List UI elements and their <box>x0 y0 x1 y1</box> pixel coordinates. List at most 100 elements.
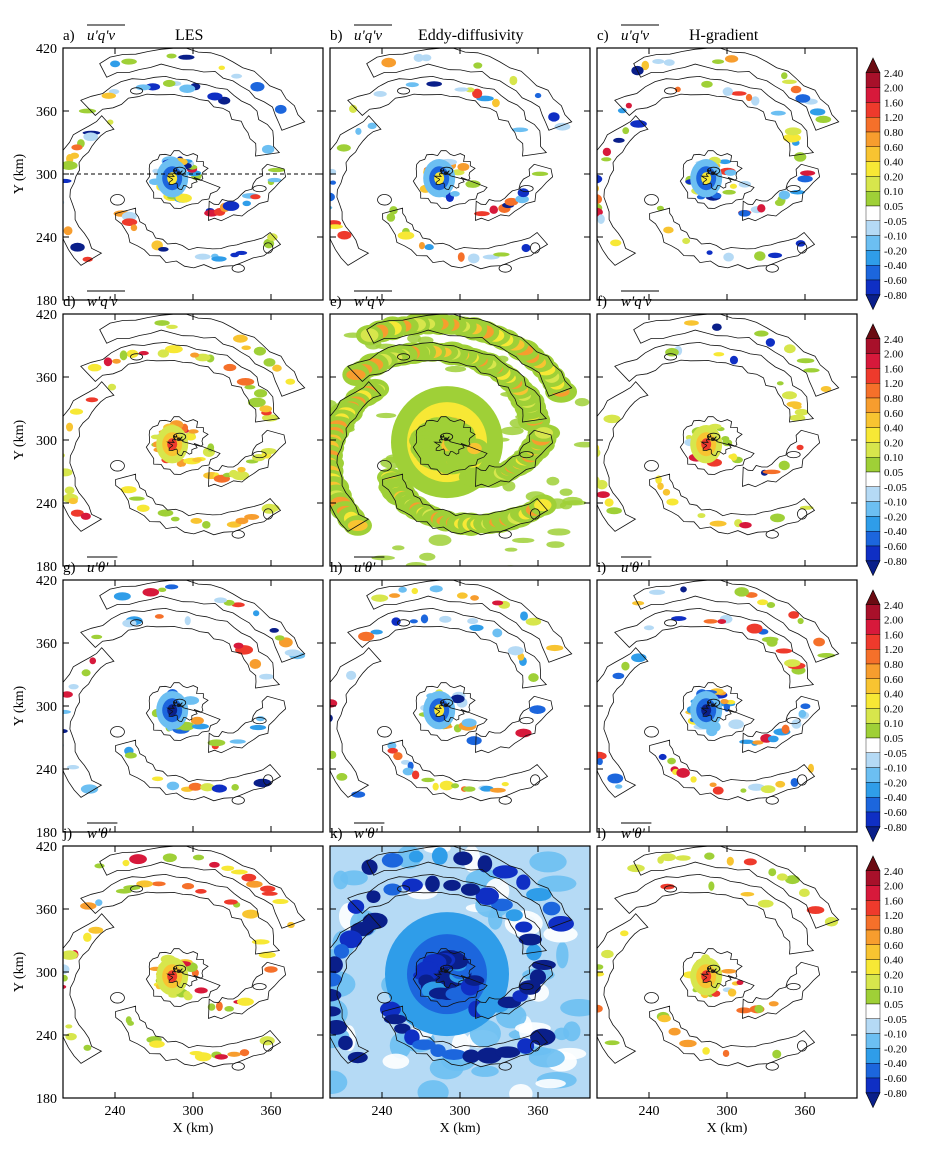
field-blob <box>185 433 197 441</box>
field-blob <box>412 1039 436 1050</box>
contour-outline <box>330 115 382 266</box>
field-blob <box>739 521 752 529</box>
contour-cell <box>263 1040 274 1052</box>
y-tick-label: 420 <box>36 308 57 323</box>
x-tick-label: 360 <box>795 1104 816 1119</box>
field-blob <box>641 60 650 71</box>
field-blob <box>428 534 452 546</box>
y-tick-label: 180 <box>36 560 57 575</box>
field-blob <box>63 691 73 698</box>
field-blob <box>265 504 280 512</box>
field-blob <box>701 704 712 717</box>
field-blob <box>330 224 343 229</box>
colorbar-segment <box>865 678 881 694</box>
field-blob <box>796 444 804 451</box>
field-blob <box>231 784 239 791</box>
field-blob <box>214 597 228 604</box>
field-blob <box>535 1078 566 1089</box>
panel-quantity: w'θ' <box>87 826 112 842</box>
field-blob <box>330 180 337 185</box>
field-blob <box>817 653 836 658</box>
field-blob <box>682 237 691 245</box>
column-title: H-gradient <box>689 27 759 44</box>
field-blob <box>151 881 166 887</box>
contour-cell <box>377 194 392 206</box>
field-blob <box>434 172 445 185</box>
field-blob <box>712 786 724 795</box>
panel-quantity: w'θ' <box>621 826 646 842</box>
field-blob <box>269 628 279 633</box>
colorbar-segment <box>865 368 881 384</box>
contour-outline <box>633 846 840 929</box>
contour-cell <box>664 885 678 893</box>
field-blob <box>754 1004 764 1014</box>
colorbar-segment <box>865 545 881 562</box>
colorbar-label: 0.80 <box>884 925 904 937</box>
field-blob <box>244 384 256 390</box>
contour-outline <box>63 913 115 1064</box>
colorbar-label: -0.05 <box>884 216 907 228</box>
field-blob <box>770 513 785 523</box>
field-blob <box>475 887 499 906</box>
field-blob <box>720 699 729 705</box>
field-blob <box>195 888 207 894</box>
field-blob <box>607 773 624 784</box>
field-blob <box>474 211 490 217</box>
contour-cell <box>644 460 659 472</box>
field-blob <box>393 752 403 761</box>
colorbar: 2.40 2.00 1.60 1.20 0.80 0.60 0.40 0.20 0.10 0.05… <box>865 589 907 843</box>
x-tick-label: 300 <box>717 1104 738 1119</box>
contour-outline <box>366 846 573 929</box>
field-blob <box>597 448 601 458</box>
colorbar-segment <box>865 264 881 281</box>
panel-i: i) u'θ' <box>596 556 858 833</box>
field-blob <box>597 971 605 977</box>
contour-outline <box>80 75 281 157</box>
field-blob <box>267 177 282 183</box>
colorbar-segment <box>865 974 881 990</box>
contour-cell <box>765 1062 779 1071</box>
field-blob <box>127 1020 134 1026</box>
field-blob <box>768 868 777 877</box>
y-tick-label: 300 <box>36 700 57 715</box>
field-blob <box>492 98 500 108</box>
field-blob <box>121 58 137 65</box>
field-blob <box>469 624 484 632</box>
contour-outline <box>63 381 115 532</box>
y-tick-label: 300 <box>36 168 57 183</box>
colorbar-segment <box>865 338 881 354</box>
colorbar-segment <box>865 737 881 754</box>
field-blob <box>727 988 737 997</box>
contour-outline <box>679 682 755 741</box>
panel-quantity: w'q'v <box>87 294 118 310</box>
field-blob <box>505 909 523 922</box>
field-blob <box>421 777 435 783</box>
contour-outline <box>475 695 554 754</box>
field-blob <box>236 997 254 1006</box>
field-blob <box>746 623 763 634</box>
y-tick-label: 360 <box>36 637 57 652</box>
field-blob <box>128 496 145 501</box>
field-blob <box>107 383 117 391</box>
field-blob <box>227 1051 241 1057</box>
panel-quantity: u'q'v <box>621 28 649 44</box>
panel-quantity: w'θ' <box>354 826 379 842</box>
field-blob <box>606 507 622 515</box>
colorbar-label: 0.80 <box>884 659 904 671</box>
field-blob <box>711 323 722 331</box>
field-blob <box>724 55 739 63</box>
field-blob <box>123 885 141 891</box>
contour-outline <box>99 314 306 397</box>
contour-outline <box>633 48 840 131</box>
field-blob <box>202 521 211 529</box>
contour-cell <box>252 983 267 991</box>
contour-cell <box>530 774 541 786</box>
field-blob <box>460 883 480 896</box>
field-blob <box>432 782 439 791</box>
field-blob <box>370 629 383 635</box>
field-blob <box>367 122 377 130</box>
field-blob <box>241 345 251 350</box>
contour-outline <box>330 381 382 532</box>
field-blob <box>676 768 690 778</box>
field-blob <box>511 127 529 133</box>
